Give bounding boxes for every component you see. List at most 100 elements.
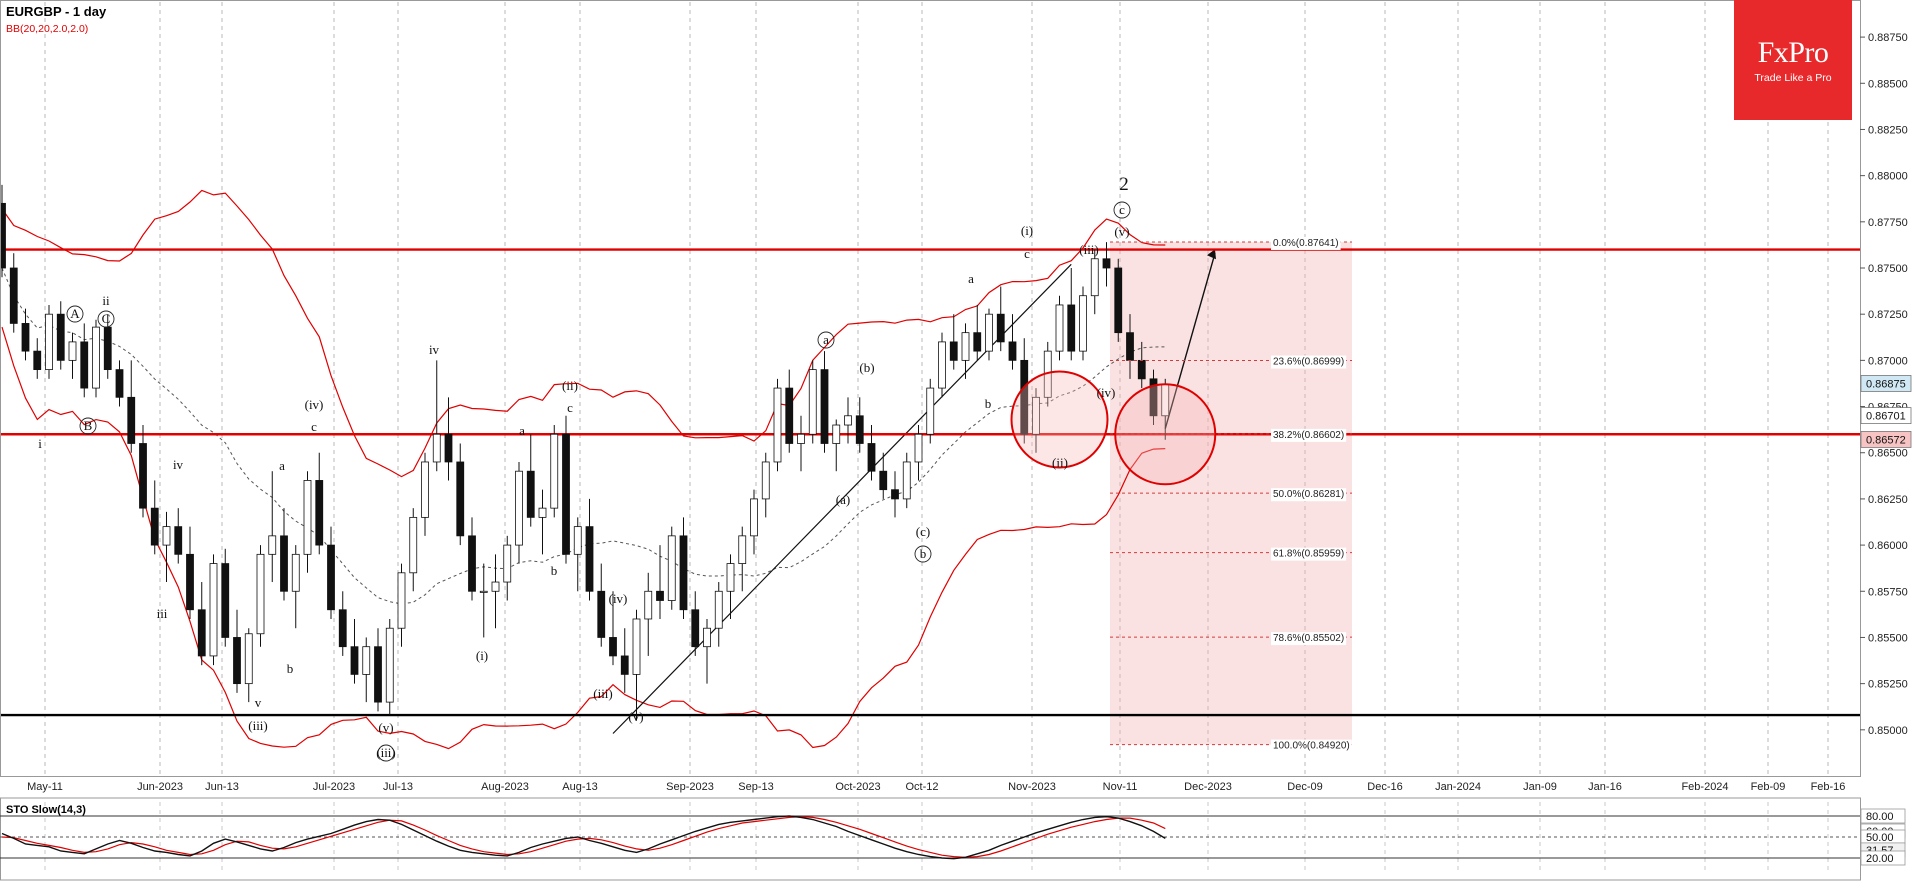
price-tag — [1860, 431, 1912, 448]
wave-label: C — [102, 311, 111, 326]
fibonacci-label-bg — [1271, 236, 1341, 250]
candle — [0, 202, 6, 269]
logo-name: FxPro — [1757, 36, 1829, 69]
candle — [808, 369, 817, 435]
candle — [573, 526, 582, 555]
y-tick-label: 0.87500 — [1868, 263, 1908, 275]
candle — [550, 433, 559, 509]
candle — [1032, 396, 1040, 435]
price-tag — [1860, 407, 1912, 425]
wave-label-circle — [79, 417, 97, 435]
candle — [691, 609, 700, 648]
x-tick-label: Jul-13 — [383, 781, 413, 793]
x-tick-label: Nov-11 — [1103, 781, 1138, 793]
wave-label: ii — [102, 293, 110, 308]
candle — [632, 618, 641, 675]
fibonacci-label: 50.0%(0.86281) — [1273, 489, 1344, 500]
bollinger-lower — [1, 326, 1166, 750]
candle — [68, 341, 77, 361]
candle — [914, 433, 923, 463]
candle — [644, 590, 653, 620]
x-tick-label: Feb-2024 — [1681, 781, 1728, 793]
x-tick-label: Dec-2023 — [1184, 781, 1232, 793]
wave-label: (c) — [916, 524, 930, 539]
candle — [162, 526, 171, 546]
candle — [832, 424, 841, 444]
wave-label: (v) — [378, 720, 393, 735]
x-tick-label: Jan-09 — [1523, 781, 1557, 793]
wave-label: (iii) — [248, 718, 268, 733]
price-tag-label: 0.86701 — [1866, 411, 1906, 423]
candle — [879, 470, 888, 491]
candle — [1137, 359, 1146, 380]
candle — [385, 627, 394, 703]
wave-label: (ii) — [562, 378, 578, 393]
candle — [1126, 332, 1134, 361]
wave-label: iv — [429, 342, 440, 357]
price-tag-label: 0.86875 — [1866, 378, 1906, 390]
x-tick-label: Sep-13 — [738, 781, 773, 793]
y-tick-label: 0.85500 — [1868, 632, 1908, 644]
candle — [1102, 258, 1111, 269]
x-tick-label: Oct-12 — [905, 781, 938, 793]
wave-label: iv — [173, 457, 184, 472]
projection-arrow-head — [1207, 249, 1216, 260]
candle — [115, 369, 124, 398]
wave-label: a — [279, 458, 285, 473]
candle — [961, 332, 970, 361]
x-tick-label: Feb-09 — [1751, 781, 1786, 793]
wave-label: (v) — [1114, 224, 1129, 239]
wave-label: (a) — [836, 492, 850, 507]
wave-label: A — [70, 306, 80, 321]
candle — [9, 267, 18, 324]
x-tick-label: Sep-2023 — [666, 781, 714, 793]
logo-tagline: Trade Like a Pro — [1754, 72, 1832, 84]
fibonacci-label-bg — [1271, 355, 1347, 369]
candle — [656, 590, 664, 601]
candle — [609, 637, 617, 657]
wave-label: iii — [157, 606, 168, 621]
fibonacci-label-bg — [1271, 488, 1347, 502]
oscillator-level-label: 80.00 — [1866, 811, 1894, 823]
candle — [1008, 341, 1017, 361]
candle — [197, 609, 206, 657]
wave-label: (b) — [859, 360, 874, 375]
y-tick-label: 0.88750 — [1868, 32, 1908, 44]
candle — [714, 590, 723, 629]
wave-label: 2 — [1119, 174, 1129, 195]
wave-label: b — [287, 661, 294, 676]
candle — [350, 646, 359, 675]
wave-label: c — [1024, 246, 1030, 261]
candle — [1079, 295, 1087, 352]
candle — [797, 433, 805, 444]
fibonacci-label: 38.2%(0.86602) — [1273, 430, 1344, 441]
candle — [538, 507, 547, 518]
y-tick-label: 0.87750 — [1868, 217, 1908, 229]
x-tick-label: Jun-2023 — [137, 781, 183, 793]
candle — [926, 387, 935, 435]
plot-frame — [0, 0, 1861, 777]
candle — [597, 590, 606, 638]
wave-label: B — [84, 418, 93, 433]
fibonacci-label: 78.6%(0.85502) — [1273, 633, 1344, 644]
fibonacci-label-bg — [1271, 632, 1347, 646]
y-tick-label: 0.85750 — [1868, 586, 1908, 598]
y-tick-label: 0.87250 — [1868, 309, 1908, 321]
wave-label: c — [1119, 202, 1125, 217]
candle — [867, 443, 876, 472]
candle — [421, 461, 429, 518]
wave-label: (i) — [1021, 223, 1033, 238]
fibonacci-label-bg — [1271, 547, 1347, 561]
wave-label-circle — [914, 545, 932, 563]
candle — [150, 507, 159, 546]
candle — [985, 313, 993, 352]
y-tick-label: 0.88000 — [1868, 171, 1908, 183]
candle — [127, 396, 136, 444]
wave-label: b — [985, 396, 992, 411]
candle — [186, 553, 194, 611]
x-tick-label: Dec-16 — [1367, 781, 1402, 793]
oscillator-level-label: 50.00 — [1866, 832, 1894, 844]
wave-label: (iv) — [609, 591, 628, 606]
